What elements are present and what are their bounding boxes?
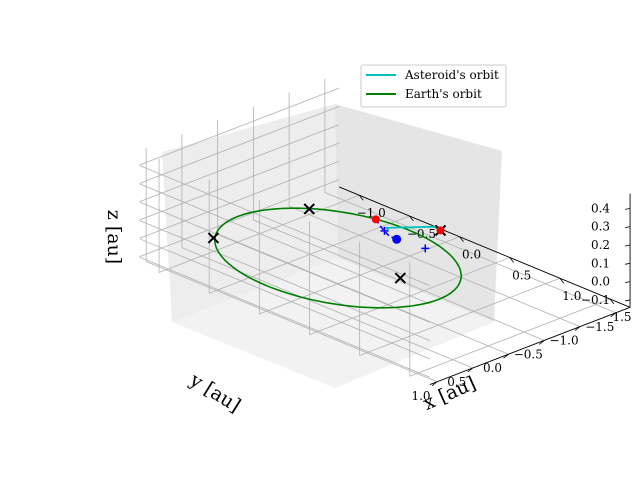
y-tick-label: 0.5	[447, 375, 466, 389]
x-tick-label: 1.0	[562, 289, 581, 303]
x-tick-mark	[358, 194, 364, 201]
z-tick-label: 0.0	[591, 275, 610, 289]
red-dot-marker	[436, 226, 445, 235]
x-axis-line	[339, 186, 631, 308]
z-tick-label: 0.2	[591, 238, 610, 252]
x-tick-label: 0.0	[462, 248, 481, 262]
x-stroke	[394, 272, 407, 284]
blue-plus-marker	[380, 226, 389, 235]
gridline-z-left	[138, 160, 340, 239]
pane-floor	[172, 258, 494, 388]
x-tick-label: 1.5	[612, 310, 631, 324]
gridline-x-floor	[409, 298, 611, 377]
z-tick-mark	[624, 281, 631, 284]
pane-back-right	[335, 104, 502, 322]
x-tick-label: −0.5	[407, 227, 436, 241]
z-tick-label: −0.1	[581, 293, 610, 307]
legend-box	[360, 64, 507, 108]
y-axis-line	[429, 306, 631, 385]
legend-label-earth: Earth's orbit	[405, 87, 482, 101]
tick-labels: −1.0−0.50.00.51.01.5−1.5−1.0−0.50.00.51.…	[357, 201, 632, 402]
x-tick-mark	[459, 236, 464, 242]
black-x-marker	[207, 232, 220, 244]
gridline-y-floor	[217, 233, 509, 355]
x-tick-mark	[559, 277, 565, 284]
x-stroke	[207, 232, 220, 244]
gridline-z-left	[138, 179, 340, 258]
y-tick-label: −1.0	[549, 334, 578, 348]
gridline-z-left	[138, 124, 340, 203]
asteroid-orbit-line	[384, 225, 441, 232]
z-tick-mark	[624, 299, 631, 302]
z-tick-mark	[624, 262, 631, 265]
y-tick-label: 0.0	[483, 361, 502, 375]
x-stroke	[303, 203, 315, 215]
gridline-y-floor	[181, 247, 473, 369]
gridlines	[138, 78, 616, 383]
z-tick-mark	[624, 244, 631, 247]
y-tick-label: −1.5	[585, 320, 614, 334]
gridline-z-right	[138, 164, 431, 286]
gridline-z-left	[138, 105, 340, 184]
x-tick-mark	[409, 215, 414, 222]
red-dot-marker	[371, 215, 380, 224]
y-tick-label: 1.0	[411, 389, 430, 403]
z-tick-label: 0.4	[591, 201, 610, 215]
z-tick-mark	[624, 226, 631, 229]
z-tick-label: 0.1	[591, 256, 610, 270]
legend-label-asteroid: Asteroid's orbit	[404, 68, 499, 82]
y-axis-label: y [au]	[185, 368, 244, 416]
gridline-y-floor	[324, 192, 616, 314]
gridline-x-floor	[359, 277, 560, 356]
gridline-z-right	[138, 256, 431, 378]
gridline-y-floor	[145, 261, 438, 383]
gridline-y-floor	[288, 205, 581, 327]
blue-dot-marker	[392, 234, 402, 244]
black-x-marker	[394, 272, 407, 284]
z-axis-label: z [au]	[103, 210, 125, 264]
gridline-z-right	[138, 183, 431, 305]
x-tick-mark	[609, 298, 615, 305]
z-tick-mark	[624, 207, 631, 210]
gridline-z-right	[138, 219, 431, 341]
gridline-z-right	[138, 201, 431, 323]
x-tick-label: 0.5	[512, 268, 531, 282]
legend: Asteroid's orbit Earth's orbit	[360, 64, 507, 108]
gridline-z-left	[138, 87, 340, 166]
x-tick-mark	[509, 257, 515, 263]
axes	[138, 150, 631, 387]
blue-plus-marker	[421, 244, 430, 253]
plot-area	[207, 203, 463, 309]
earth-orbit-line	[213, 207, 463, 309]
z-tick-label: 0.3	[591, 220, 610, 234]
gridline-z-right	[138, 238, 431, 360]
gridline-z-left	[138, 142, 340, 221]
y-tick-label: −0.5	[514, 347, 543, 361]
black-x-marker	[303, 203, 315, 215]
